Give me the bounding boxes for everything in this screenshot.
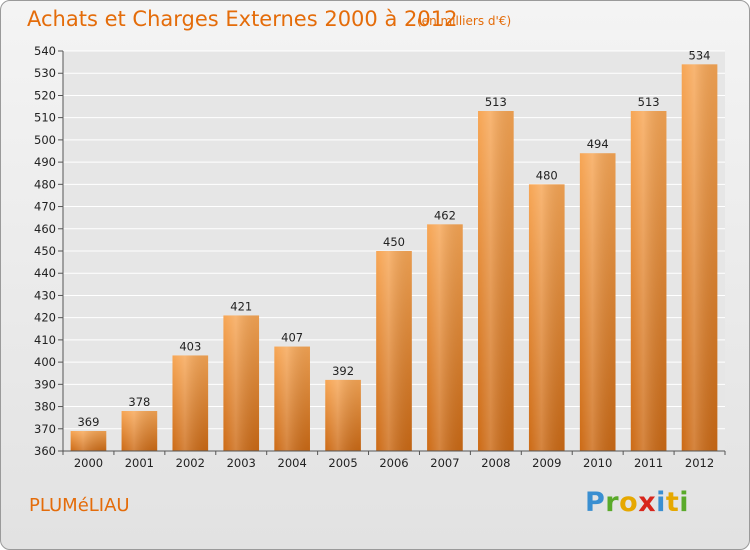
y-tick-label: 410 bbox=[34, 333, 56, 347]
bar-shine bbox=[376, 251, 412, 451]
data-label: 513 bbox=[485, 95, 507, 109]
bar-shine bbox=[579, 153, 616, 451]
x-tick-label: 2008 bbox=[481, 456, 510, 470]
bar-shine bbox=[274, 346, 310, 451]
y-tick-label: 500 bbox=[34, 133, 56, 147]
y-tick-label: 360 bbox=[34, 444, 56, 458]
bar-shine bbox=[121, 411, 158, 451]
bar-shine bbox=[528, 184, 565, 452]
x-tick-label: 2005 bbox=[328, 456, 357, 470]
bar-shine bbox=[325, 379, 361, 451]
y-tick-label: 470 bbox=[34, 200, 56, 214]
y-tick-label: 460 bbox=[34, 222, 56, 236]
x-tick-label: 2003 bbox=[227, 456, 256, 470]
y-tick-label: 450 bbox=[34, 244, 56, 258]
data-label: 392 bbox=[332, 364, 354, 378]
y-tick-label: 540 bbox=[34, 44, 56, 58]
bar-shine bbox=[478, 111, 514, 451]
x-tick-label: 2007 bbox=[430, 456, 459, 470]
y-tick-label: 370 bbox=[34, 422, 56, 436]
chart-unit: (en milliers d'€) bbox=[417, 14, 512, 28]
y-tick-label: 400 bbox=[34, 355, 56, 369]
x-tick-label: 2001 bbox=[125, 456, 154, 470]
y-tick-label: 380 bbox=[34, 400, 56, 414]
bar-shine bbox=[223, 315, 260, 451]
bar-shine bbox=[172, 355, 209, 451]
proxiti-logo[interactable]: Proxiti bbox=[585, 487, 690, 518]
data-label: 534 bbox=[689, 48, 711, 62]
y-tick-label: 530 bbox=[34, 66, 56, 80]
x-axis-ticks: 2000 2001 2002 2003 2004 2005 2006 2007 2008 2009… bbox=[62, 450, 726, 470]
y-tick-label: 510 bbox=[34, 111, 56, 125]
x-tick-label: 2002 bbox=[176, 456, 205, 470]
data-label: 378 bbox=[128, 395, 150, 409]
x-tick-label: 2004 bbox=[278, 456, 307, 470]
y-tick-label: 420 bbox=[34, 311, 56, 325]
bars bbox=[70, 64, 718, 452]
y-tick-label: 430 bbox=[34, 288, 56, 302]
data-labels: 369 378 403 421 407 392 450 462 513 480 494 513 534 bbox=[77, 48, 710, 429]
bar-shine bbox=[427, 224, 463, 451]
x-tick-label: 2011 bbox=[634, 456, 663, 470]
bar-shine bbox=[681, 64, 718, 452]
x-tick-label: 2000 bbox=[74, 456, 103, 470]
x-tick-label: 2006 bbox=[379, 456, 408, 470]
bar-shine bbox=[630, 111, 667, 451]
y-tick-label: 440 bbox=[34, 266, 56, 280]
y-tick-label: 520 bbox=[34, 88, 56, 102]
data-label: 403 bbox=[179, 339, 201, 353]
commune-name: PLUMéLIAU bbox=[29, 495, 130, 516]
data-label: 421 bbox=[230, 299, 252, 313]
data-label: 450 bbox=[383, 235, 405, 249]
data-label: 513 bbox=[638, 95, 660, 109]
data-label: 462 bbox=[434, 208, 456, 222]
x-tick-label: 2009 bbox=[532, 456, 561, 470]
y-tick-label: 480 bbox=[34, 177, 56, 191]
x-tick-label: 2012 bbox=[685, 456, 714, 470]
bar-shine bbox=[70, 431, 107, 451]
x-tick-label: 2010 bbox=[583, 456, 612, 470]
y-tick-label: 490 bbox=[34, 155, 56, 169]
data-label: 369 bbox=[77, 415, 99, 429]
data-label: 480 bbox=[536, 168, 558, 182]
data-label: 407 bbox=[281, 331, 303, 345]
y-tick-label: 390 bbox=[34, 377, 56, 391]
y-axis-ticks: 360 370 380 390 400 410 420 430 440 450 460 470 480 4… bbox=[34, 44, 64, 458]
data-label: 494 bbox=[587, 137, 609, 151]
chart-title: Achats et Charges Externes 2000 à 2012 bbox=[27, 7, 458, 31]
